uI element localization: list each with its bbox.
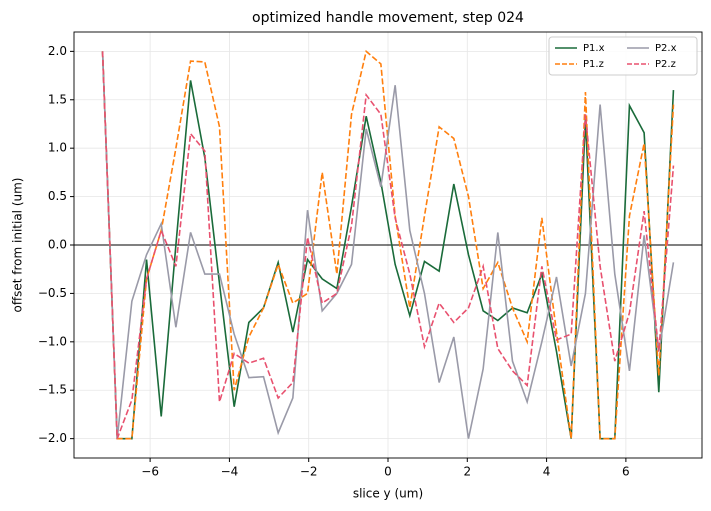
series-line [101,51,675,439]
y-tick-label: 0.5 [48,189,67,203]
chart-title: optimized handle movement, step 024 [252,10,524,26]
x-tick-label: 4 [543,465,551,479]
x-tick-label: −6 [141,465,159,479]
x-tick-label: 6 [622,465,630,479]
x-tick-label: −2 [300,465,318,479]
plot-frame [73,31,703,459]
legend-box [548,36,698,76]
y-tick-label: −1.5 [38,383,67,397]
y-tick-label: 1.0 [48,141,67,155]
legend-label: P1.x [583,43,605,54]
legend-label: P2.z [655,59,676,70]
y-tick-label: −2.0 [38,431,67,445]
legend-label: P1.z [583,59,604,70]
legend: P1.x P1.z P2.x P2.z [548,36,698,76]
x-tick-label: 0 [384,465,392,479]
y-tick-label: −1.0 [38,334,67,348]
x-tick-label: −4 [221,465,239,479]
y-axis-label: offset from initial (um) [11,178,25,313]
y-tick-label: 2.0 [48,44,67,58]
series-line [101,51,675,439]
y-tick-label: −0.5 [38,286,67,300]
x-axis-label: slice y (um) [353,487,423,501]
x-tick-label: 2 [463,465,471,479]
y-tick-label: 1.5 [48,92,67,106]
y-tick-label: 0.0 [48,238,67,252]
legend-label: P2.x [655,43,677,54]
